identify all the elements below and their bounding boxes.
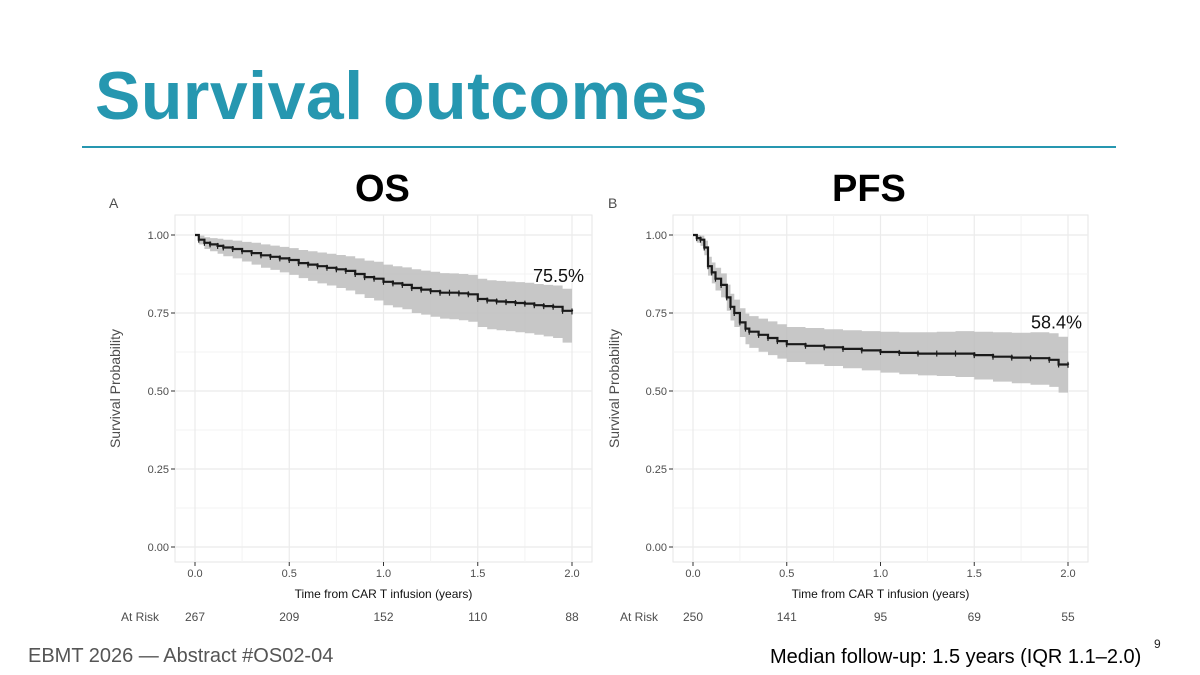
chart-pfs: B 0.00 0.25 0.50 0.75 1.00 0.0 0.5 1.0 1.5 2.0 Time… — [606, 195, 1089, 624]
at-risk-value: 141 — [777, 610, 797, 624]
x-tick-label: 0.0 — [187, 568, 202, 580]
title-divider — [82, 146, 1116, 148]
at-risk-value: 250 — [683, 610, 703, 624]
at-risk-label: At Risk — [121, 610, 160, 624]
y-tick-label: 0.25 — [148, 464, 169, 476]
x-tick-label: 0.5 — [779, 568, 794, 580]
x-tick-label: 1.0 — [376, 568, 391, 580]
annotation-os: 75.5% — [533, 266, 584, 286]
y-tick-label: 0.00 — [646, 542, 667, 554]
at-risk-label: At Risk — [620, 610, 659, 624]
footer-followup: Median follow-up: 1.5 years (IQR 1.1–2.0… — [770, 646, 1142, 668]
x-axis-label: Time from CAR T infusion (years) — [295, 587, 473, 601]
x-axis-label: Time from CAR T infusion (years) — [792, 587, 970, 601]
panel-letter-pfs: B — [608, 195, 617, 211]
annotation-pfs: 58.4% — [1031, 313, 1082, 333]
x-tick-label: 0.5 — [282, 568, 297, 580]
panel-letter-os: A — [109, 195, 119, 211]
chart-os: A 0.00 0.25 0.50 0.75 1.00 0.0 0.5 1.0 1.5 2.0 Time… — [107, 195, 593, 624]
at-risk-value: 267 — [185, 610, 205, 624]
at-risk-value: 110 — [468, 610, 487, 624]
y-tick-label: 1.00 — [646, 230, 667, 242]
y-axis-label: Survival Probability — [606, 329, 622, 448]
y-tick-label: 0.50 — [646, 386, 667, 398]
panel-heading-pfs: PFS — [832, 168, 906, 210]
y-tick-label: 0.75 — [646, 308, 667, 320]
footer-citation: EBMT 2026 — Abstract #OS02-04 — [28, 645, 334, 667]
panel-heading-os: OS — [355, 168, 410, 210]
at-risk-value: 88 — [565, 610, 579, 624]
y-tick-label: 0.75 — [148, 308, 169, 320]
x-tick-label: 2.0 — [564, 568, 579, 580]
y-tick-label: 0.00 — [148, 542, 169, 554]
at-risk-value: 209 — [279, 610, 299, 624]
y-axis-label: Survival Probability — [107, 329, 123, 448]
y-tick-label: 0.50 — [148, 386, 169, 398]
x-tick-label: 1.5 — [470, 568, 485, 580]
y-tick-label: 1.00 — [148, 230, 169, 242]
at-risk-value: 152 — [373, 610, 393, 624]
at-risk-value: 55 — [1061, 610, 1075, 624]
x-tick-label: 0.0 — [685, 568, 700, 580]
y-tick-label: 0.25 — [646, 464, 667, 476]
x-tick-label: 1.0 — [873, 568, 888, 580]
x-tick-label: 2.0 — [1060, 568, 1075, 580]
slide-title: Survival outcomes — [95, 58, 709, 134]
page-number: 9 — [1154, 637, 1161, 651]
at-risk-value: 69 — [968, 610, 982, 624]
x-tick-label: 1.5 — [967, 568, 982, 580]
at-risk-value: 95 — [874, 610, 888, 624]
